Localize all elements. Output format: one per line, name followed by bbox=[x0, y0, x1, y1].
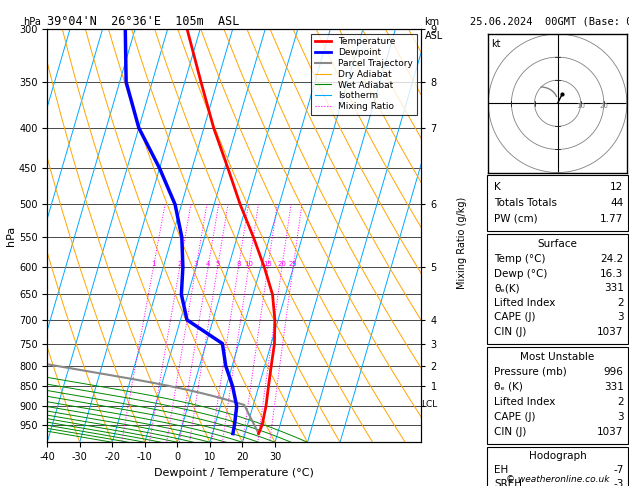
Text: CAPE (J): CAPE (J) bbox=[494, 312, 536, 322]
Text: 5: 5 bbox=[215, 261, 220, 267]
Text: 25.06.2024  00GMT (Base: 06): 25.06.2024 00GMT (Base: 06) bbox=[470, 17, 629, 27]
Text: Lifted Index: Lifted Index bbox=[494, 298, 556, 308]
Text: Most Unstable: Most Unstable bbox=[520, 352, 595, 362]
Text: 15: 15 bbox=[264, 261, 272, 267]
Text: 996: 996 bbox=[604, 367, 623, 377]
Text: CIN (J): CIN (J) bbox=[494, 327, 527, 337]
Text: Lifted Index: Lifted Index bbox=[494, 397, 556, 407]
X-axis label: Dewpoint / Temperature (°C): Dewpoint / Temperature (°C) bbox=[154, 468, 314, 478]
Text: kt: kt bbox=[491, 39, 500, 49]
Text: 20: 20 bbox=[277, 261, 286, 267]
Text: 8: 8 bbox=[237, 261, 241, 267]
Text: 1.77: 1.77 bbox=[600, 213, 623, 224]
Text: Surface: Surface bbox=[538, 240, 577, 249]
Text: LCL: LCL bbox=[421, 400, 438, 410]
Text: θₑ (K): θₑ (K) bbox=[494, 382, 523, 392]
Text: θₑ(K): θₑ(K) bbox=[494, 283, 520, 293]
Text: 4: 4 bbox=[206, 261, 210, 267]
Text: EH: EH bbox=[494, 465, 509, 475]
Text: 24.2: 24.2 bbox=[600, 254, 623, 264]
Text: 16.3: 16.3 bbox=[600, 269, 623, 278]
Text: Mixing Ratio (g/kg): Mixing Ratio (g/kg) bbox=[457, 197, 467, 289]
Text: ASL: ASL bbox=[425, 31, 443, 41]
Text: 331: 331 bbox=[604, 283, 623, 293]
Text: 1037: 1037 bbox=[597, 327, 623, 337]
Text: K: K bbox=[494, 182, 501, 191]
Text: Dewp (°C): Dewp (°C) bbox=[494, 269, 548, 278]
Text: SREH: SREH bbox=[494, 479, 523, 486]
Text: 2: 2 bbox=[617, 298, 623, 308]
Text: 10: 10 bbox=[244, 261, 253, 267]
Text: km: km bbox=[425, 17, 440, 27]
Text: CIN (J): CIN (J) bbox=[494, 427, 527, 437]
Text: Pressure (mb): Pressure (mb) bbox=[494, 367, 567, 377]
Text: 2: 2 bbox=[617, 397, 623, 407]
Y-axis label: hPa: hPa bbox=[6, 226, 16, 246]
Text: Hodograph: Hodograph bbox=[529, 451, 586, 461]
Text: 25: 25 bbox=[289, 261, 298, 267]
Text: 12: 12 bbox=[610, 182, 623, 191]
Text: 10: 10 bbox=[576, 103, 585, 109]
Text: 3: 3 bbox=[617, 312, 623, 322]
Text: Totals Totals: Totals Totals bbox=[494, 198, 557, 208]
Text: © weatheronline.co.uk: © weatheronline.co.uk bbox=[506, 474, 610, 484]
Text: -7: -7 bbox=[613, 465, 623, 475]
Text: 1037: 1037 bbox=[597, 427, 623, 437]
Text: 39°04'N  26°36'E  105m  ASL: 39°04'N 26°36'E 105m ASL bbox=[47, 15, 240, 28]
Text: CAPE (J): CAPE (J) bbox=[494, 412, 536, 422]
Text: 2: 2 bbox=[177, 261, 182, 267]
Text: 20: 20 bbox=[599, 103, 608, 109]
Text: 3: 3 bbox=[194, 261, 198, 267]
Text: 1: 1 bbox=[151, 261, 155, 267]
Text: 331: 331 bbox=[604, 382, 623, 392]
Text: 44: 44 bbox=[610, 198, 623, 208]
Text: -3: -3 bbox=[613, 479, 623, 486]
Text: PW (cm): PW (cm) bbox=[494, 213, 538, 224]
Text: 3: 3 bbox=[617, 412, 623, 422]
Text: hPa: hPa bbox=[23, 17, 41, 27]
Text: Temp (°C): Temp (°C) bbox=[494, 254, 546, 264]
Legend: Temperature, Dewpoint, Parcel Trajectory, Dry Adiabat, Wet Adiabat, Isotherm, Mi: Temperature, Dewpoint, Parcel Trajectory… bbox=[311, 34, 417, 115]
